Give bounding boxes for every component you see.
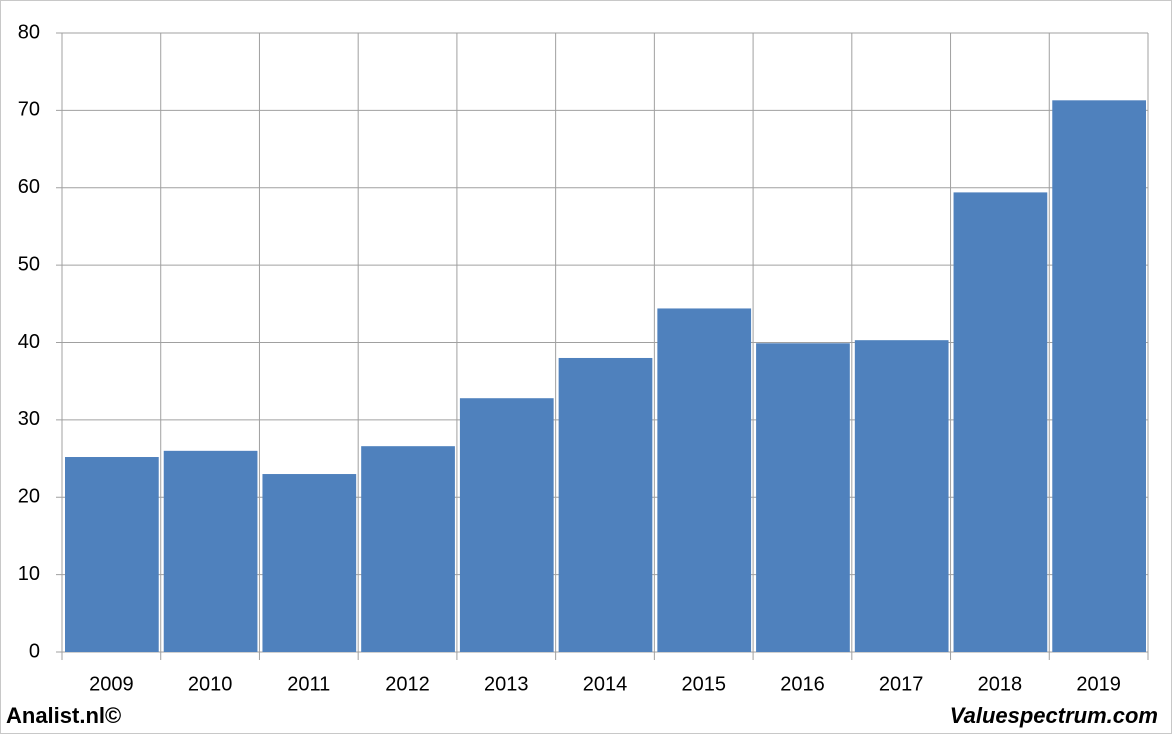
bar xyxy=(953,192,1048,652)
x-tick-label: 2015 xyxy=(681,673,726,695)
bar xyxy=(756,343,850,652)
x-tick-label: 2018 xyxy=(978,673,1023,695)
x-tick-label: 2009 xyxy=(89,673,134,695)
x-tick-label: 2010 xyxy=(188,673,233,695)
y-tick-label: 60 xyxy=(18,176,40,198)
bar xyxy=(65,457,159,652)
x-tick-label: 2019 xyxy=(1076,673,1121,695)
bar xyxy=(657,308,752,652)
y-tick-label: 40 xyxy=(18,331,40,353)
x-tick-label: 2011 xyxy=(287,673,330,695)
bar xyxy=(558,357,653,652)
bar xyxy=(163,450,258,652)
footer-left: Analist.nl© xyxy=(6,703,121,728)
y-tick-label: 0 xyxy=(29,640,40,662)
y-tick-label: 80 xyxy=(18,21,40,43)
x-tick-label: 2012 xyxy=(385,673,430,695)
y-tick-label: 50 xyxy=(18,253,40,275)
bar xyxy=(262,474,357,652)
x-tick-label: 2013 xyxy=(484,673,529,695)
bar xyxy=(459,398,554,652)
y-tick-label: 30 xyxy=(18,408,40,430)
y-tick-label: 20 xyxy=(18,486,40,508)
y-tick-label: 10 xyxy=(18,563,40,585)
bar xyxy=(854,340,949,652)
x-tick-label: 2017 xyxy=(879,673,924,695)
x-tick-label: 2014 xyxy=(583,673,628,695)
bar xyxy=(361,446,455,652)
footer-right: Valuespectrum.com xyxy=(950,703,1158,728)
y-tick-label: 70 xyxy=(18,99,40,121)
bar xyxy=(1052,100,1146,652)
x-tick-label: 2016 xyxy=(780,673,825,695)
